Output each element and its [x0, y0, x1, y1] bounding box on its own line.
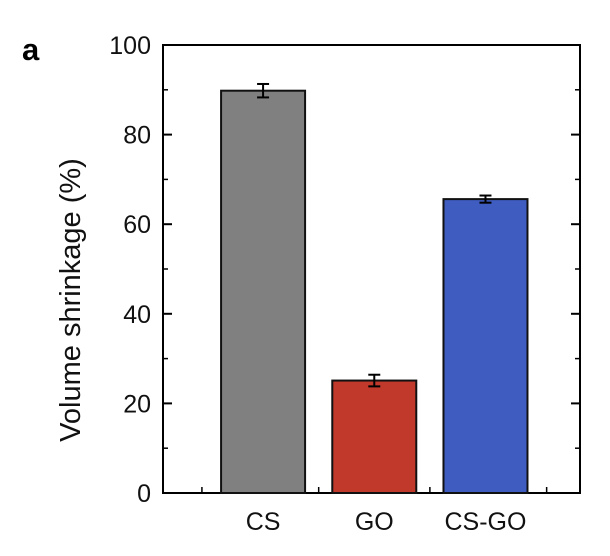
bar-cs-go — [442, 198, 529, 494]
plot-area: 0 20 40 60 80 100 CS GO CS-GO — [109, 32, 581, 536]
y-tick-label: 40 — [123, 301, 151, 329]
x-tick-label: GO — [355, 508, 394, 536]
bar-cs — [220, 89, 307, 494]
y-axis-title: Volume shrinkage (%) — [55, 158, 87, 442]
x-tick-label: CS-GO — [445, 508, 527, 536]
y-tick-label: 20 — [123, 390, 151, 418]
x-tick-label: CS — [246, 508, 281, 536]
y-tick-label: 100 — [109, 32, 151, 60]
y-tick-label: 60 — [123, 211, 151, 239]
bar-go — [331, 379, 418, 494]
panel-label: a — [22, 32, 40, 67]
y-tick-label: 80 — [123, 122, 151, 150]
y-tick-label: 0 — [137, 480, 151, 508]
